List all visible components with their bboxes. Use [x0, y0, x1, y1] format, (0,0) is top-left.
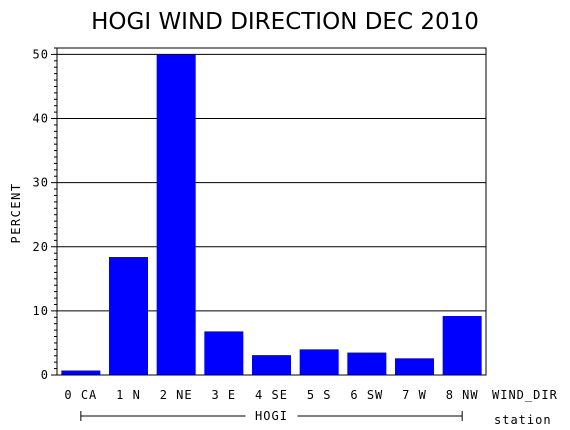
bar — [299, 349, 339, 375]
x-axis-label: WIND_DIR — [492, 388, 558, 402]
x-tick-label: 8 NW — [446, 388, 479, 402]
x-axis: 0 CA 1 N 2 NE 3 E 4 SE 5 S 6 SW 7 W 8 NW — [64, 388, 479, 402]
group-axis-label: station — [494, 413, 552, 427]
bar — [156, 54, 196, 375]
group-bracket: HOGI — [80, 409, 463, 423]
plot-frame — [56, 47, 487, 376]
y-tick-label: 50 — [33, 47, 49, 61]
x-tick-label: 1 N — [116, 388, 141, 402]
x-tick-label: 2 NE — [160, 388, 193, 402]
group-label: HOGI — [255, 409, 288, 423]
bar — [204, 331, 244, 375]
bar — [442, 316, 482, 375]
y-tick-label: 10 — [33, 304, 49, 318]
bar — [109, 257, 148, 375]
grid-lines — [57, 53, 486, 312]
x-tick-label: 6 SW — [350, 388, 383, 402]
y-tick-label: 30 — [33, 176, 49, 190]
chart-title: HOGI WIND DIRECTION DEC 2010 — [91, 9, 479, 35]
y-tick-label: 20 — [33, 240, 49, 254]
bar — [61, 370, 101, 375]
x-tick-label: 0 CA — [64, 388, 97, 402]
x-tick-label: 5 S — [307, 388, 332, 402]
bar — [395, 358, 434, 375]
bar — [252, 355, 291, 375]
y-axis: 0 10 20 30 40 50 — [33, 47, 57, 382]
y-tick-label: 40 — [33, 112, 49, 126]
bars — [61, 54, 482, 375]
y-axis-label: PERCENT — [9, 182, 23, 243]
x-tick-label: 7 W — [402, 388, 427, 402]
x-tick-label: 4 SE — [255, 388, 288, 402]
bar — [347, 352, 387, 375]
x-tick-label: 3 E — [211, 388, 236, 402]
y-tick-label: 0 — [41, 368, 49, 382]
